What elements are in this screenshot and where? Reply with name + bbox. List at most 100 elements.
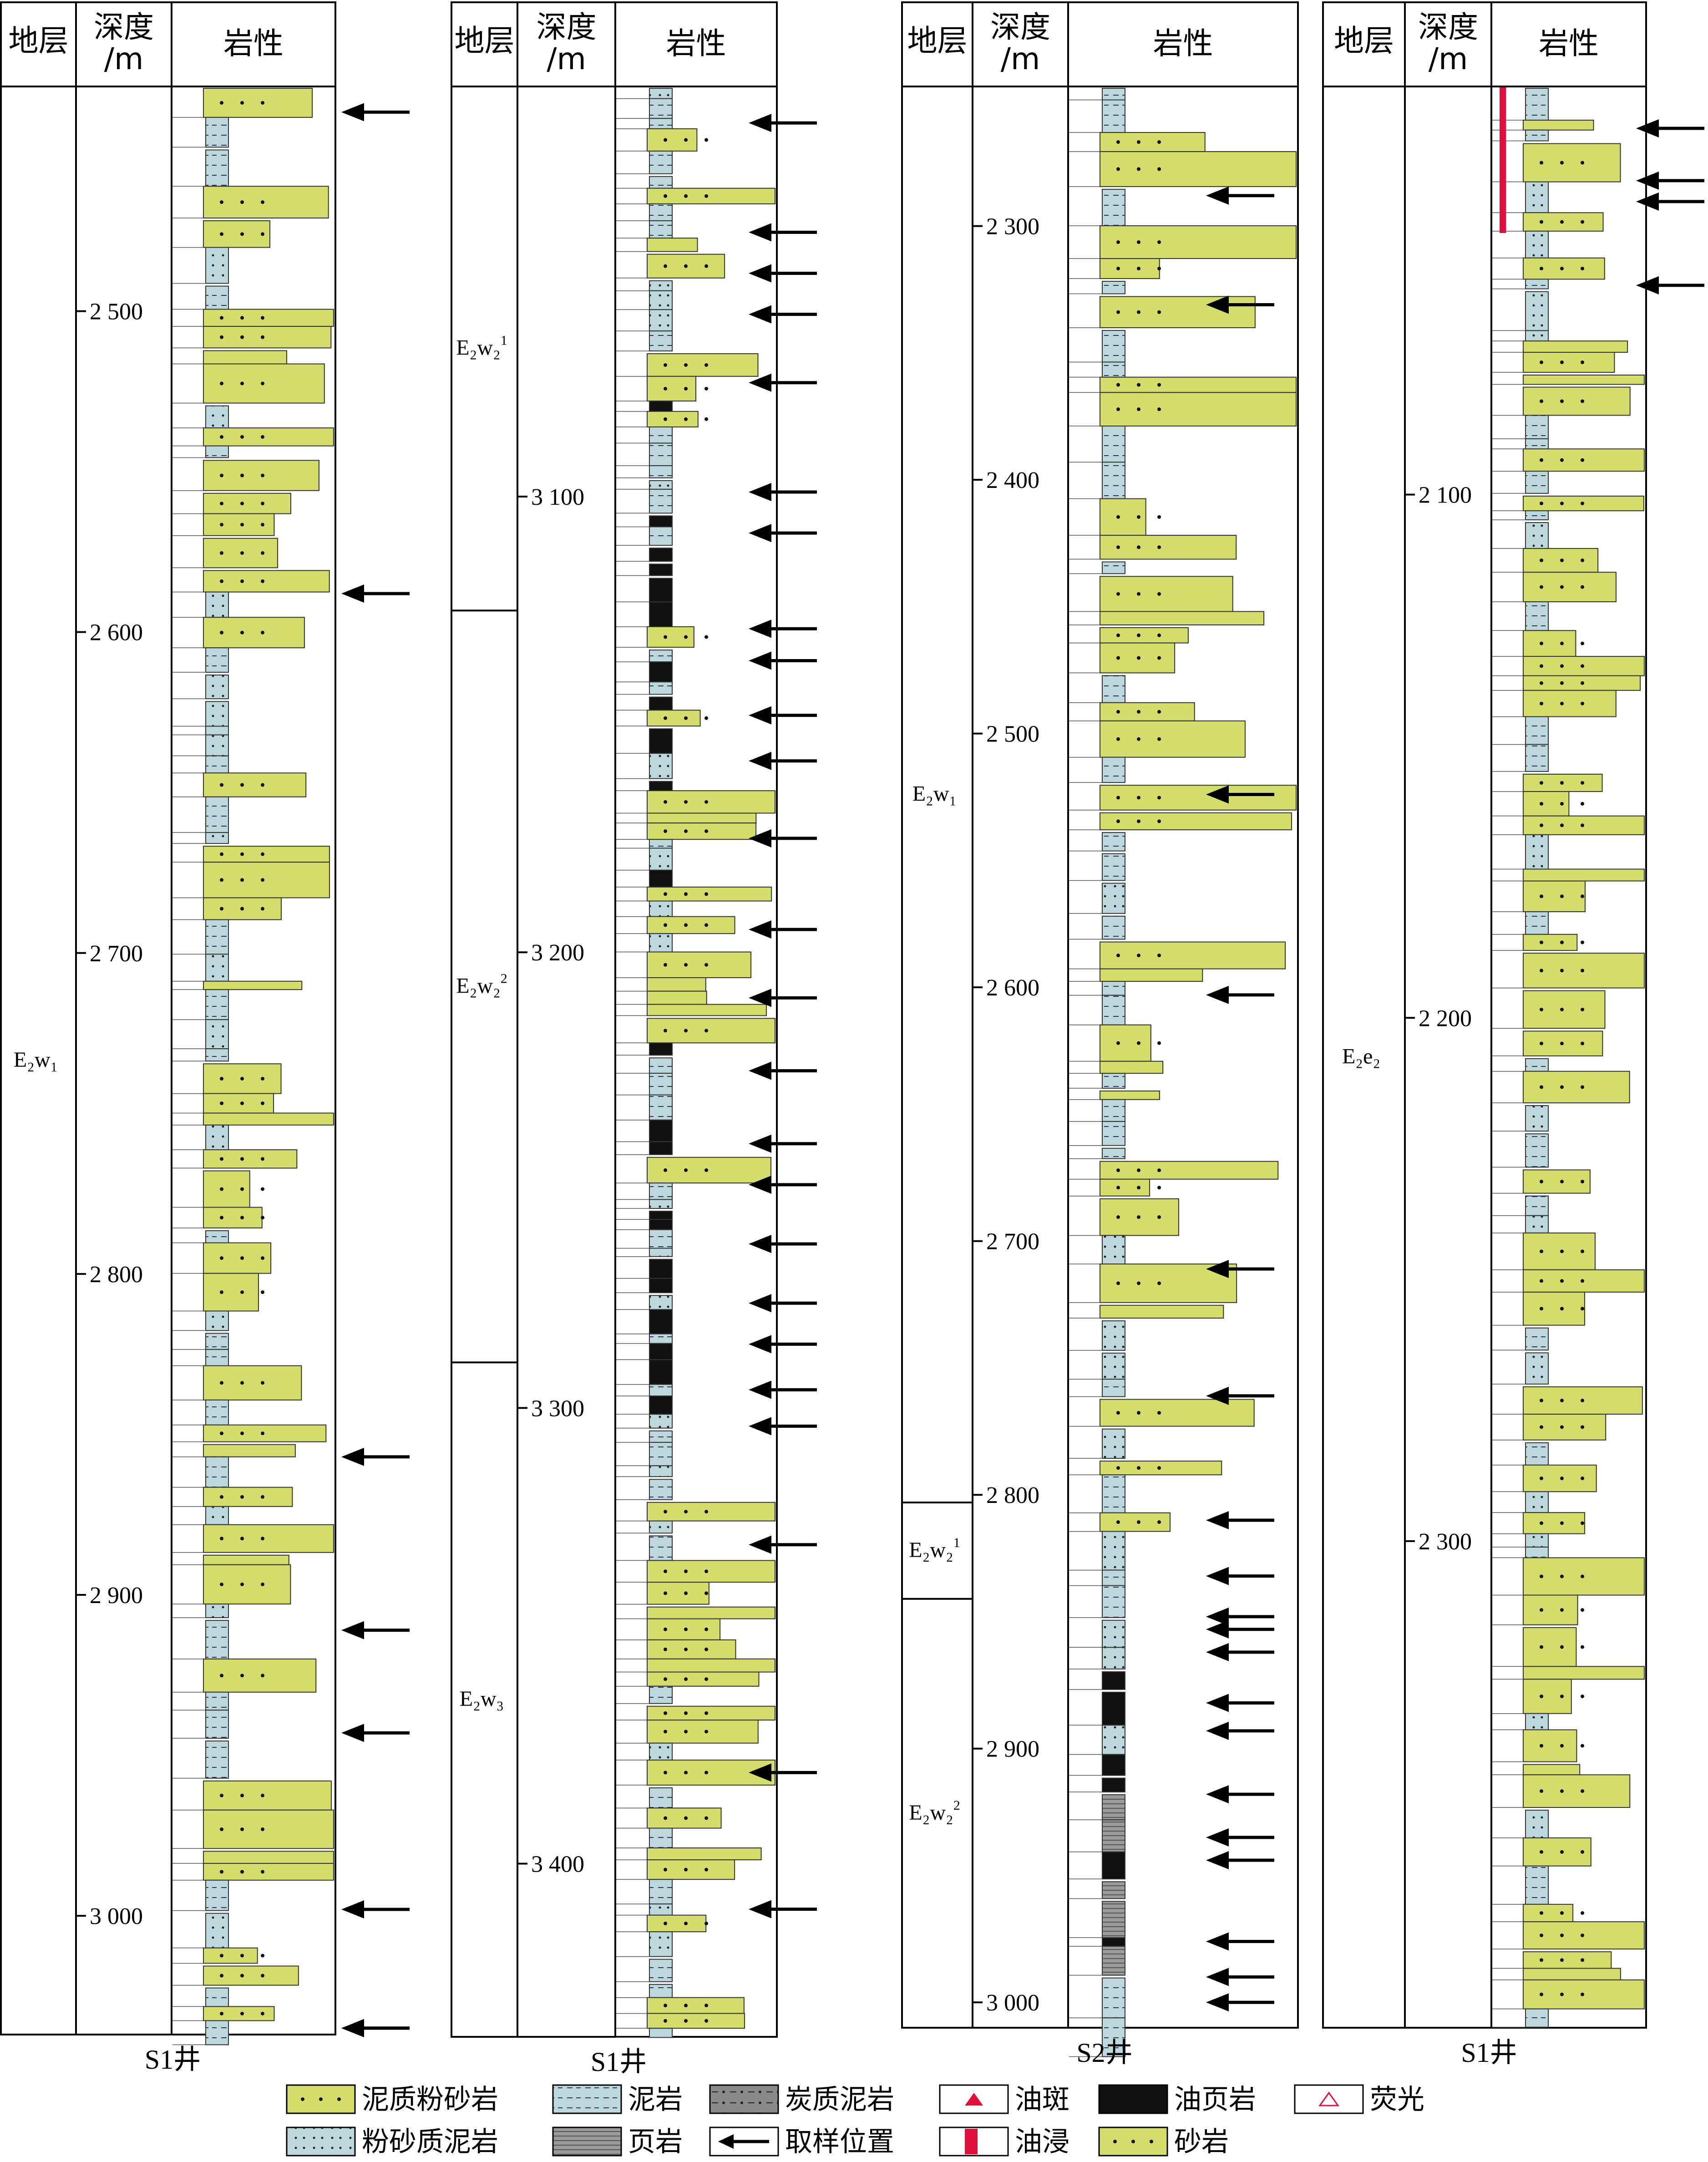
mudstone-band <box>649 1430 673 1443</box>
legend-swatch-dot <box>1150 2140 1153 2143</box>
sand-dot <box>261 783 264 787</box>
sample-arrow-head <box>749 1061 771 1080</box>
mudstone-band <box>1102 756 1125 783</box>
sample-arrow-head <box>1206 1620 1229 1639</box>
sandstone-band <box>1523 1951 1612 1969</box>
sample-arrow-head <box>1206 186 1229 205</box>
sandstone-band <box>203 88 313 118</box>
sand-dot <box>1540 701 1543 705</box>
depth-tick-label: 3 300 <box>531 1396 584 1421</box>
depth-tick-label: 2 900 <box>90 1583 143 1609</box>
sand-dot <box>1581 1645 1584 1649</box>
sandstone-band <box>1100 132 1206 152</box>
sandstone-band <box>1100 702 1195 721</box>
legend-item-sample-arrow: 取样位置 <box>709 2126 894 2158</box>
mudstone-band <box>205 1691 229 1711</box>
sandstone-band <box>1100 1024 1151 1062</box>
header-depth-unit: /m <box>547 41 586 76</box>
sand-dot <box>240 579 244 584</box>
sandstone-band <box>1100 225 1297 259</box>
silty-mudstone-band <box>1525 522 1549 549</box>
sand-dot <box>1540 802 1543 806</box>
silty-mudstone-band <box>205 1604 229 1619</box>
sand-dot <box>684 1730 688 1734</box>
mudstone-band <box>1525 911 1549 935</box>
sand-dot <box>704 635 708 639</box>
sand-dot <box>261 1101 264 1106</box>
sandstone-band <box>203 1564 291 1605</box>
sand-dot <box>684 138 688 142</box>
sand-dot <box>684 829 688 833</box>
mudstone-band <box>649 118 673 129</box>
sand-dot <box>261 435 264 439</box>
mudstone-band <box>649 1094 673 1121</box>
sandstone-band <box>647 977 706 992</box>
sand-dot <box>1116 310 1120 314</box>
mudstone-band <box>1102 462 1125 499</box>
sample-arrow-head <box>1206 1968 1229 1986</box>
sample-arrow-head <box>749 751 771 770</box>
legend-label: 泥质粉砂岩 <box>362 2084 498 2116</box>
oil-shale-band <box>649 1309 673 1335</box>
mudstone-band <box>1525 415 1549 440</box>
sandstone-band <box>1100 392 1297 427</box>
sand-dot <box>684 1921 688 1925</box>
mudstone-band <box>205 1333 229 1350</box>
sample-arrow-head <box>749 1175 771 1194</box>
header-strata: 地层 <box>907 23 968 58</box>
header-depth-unit: /m <box>1001 41 1040 76</box>
mudstone-band <box>1102 981 1125 996</box>
sample-arrow-head <box>749 1234 771 1253</box>
sandstone-band <box>1100 151 1297 187</box>
legend-label: 粉砂质泥岩 <box>362 2126 498 2158</box>
sample-arrow-head <box>1206 1828 1229 1847</box>
sand-dot <box>664 1868 667 1872</box>
oil-shale-band <box>649 1211 673 1220</box>
sand-dot <box>1581 940 1584 944</box>
sand-dot <box>1137 1215 1140 1219</box>
legend-label: 页岩 <box>628 2126 683 2158</box>
legend-swatch <box>1098 2084 1168 2114</box>
sand-dot <box>684 1868 688 1872</box>
sandstone-band <box>647 376 696 402</box>
depth-tick-label: 3 100 <box>531 484 584 510</box>
sandstone-band <box>1523 1903 1574 1923</box>
mudstone-band <box>1102 1147 1125 1159</box>
sand-dot <box>1116 407 1120 411</box>
oil-immersion-icon <box>965 2129 978 2154</box>
silty-mudstone-band <box>649 1903 673 1916</box>
silty-mudstone-band <box>1102 883 1125 914</box>
sand-dot <box>220 316 223 320</box>
sandstone-band <box>203 1444 296 1457</box>
mudstone-band <box>649 1879 673 1905</box>
oil-shale-band <box>649 1343 673 1360</box>
sand-dot <box>220 1431 223 1436</box>
sample-arrow-head <box>749 305 771 324</box>
silty-mudstone-band <box>1102 1352 1125 1380</box>
silty-mudstone-band <box>649 88 673 99</box>
legend-item-oil-immersion: 油浸 <box>939 2126 1069 2158</box>
legend-item-mudstone: 泥岩 <box>552 2084 683 2116</box>
strata-label: E₂w₁ <box>912 782 957 806</box>
sandstone-band <box>1100 576 1233 612</box>
sand-dot <box>684 1569 688 1573</box>
sandstone-band <box>1100 535 1237 560</box>
sand-dot <box>664 1771 667 1775</box>
sand-dot <box>684 1029 688 1033</box>
sandstone-band <box>647 1560 775 1583</box>
sand-dot <box>261 502 264 506</box>
sand-dot <box>1560 1521 1564 1525</box>
sand-dot <box>1581 1521 1584 1525</box>
sand-dot <box>220 473 223 477</box>
sand-dot <box>1540 1934 1543 1938</box>
sandstone-band <box>1523 386 1631 416</box>
depth-tick-label: 3 000 <box>986 1990 1039 2016</box>
sand-dot <box>1137 656 1140 660</box>
sand-dot <box>1581 1850 1584 1854</box>
strata-label: E₂w₂2 <box>456 971 507 998</box>
sand-dot <box>664 635 667 639</box>
sand-dot <box>1581 1085 1584 1089</box>
mudstone-band <box>205 1741 229 1779</box>
sand-dot <box>704 923 708 927</box>
sand-dot <box>1560 1608 1564 1612</box>
